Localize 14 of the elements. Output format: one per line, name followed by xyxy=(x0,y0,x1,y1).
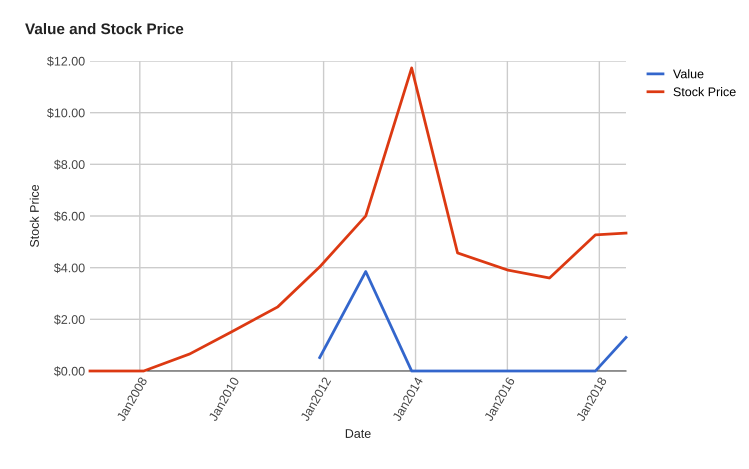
chart-title: Value and Stock Price xyxy=(25,22,184,34)
x-axis-title: Date xyxy=(346,429,371,438)
y-tick-label: $12.00 xyxy=(47,56,85,66)
y-axis-title: Stock Price xyxy=(30,184,39,248)
y-tick-label: $6.00 xyxy=(54,211,85,222)
y-tick-label: $0.00 xyxy=(54,366,85,376)
y-tick-label: $4.00 xyxy=(54,262,85,274)
y-tick-label: $8.00 xyxy=(54,160,85,170)
y-tick-label: $10.00 xyxy=(47,108,85,118)
legend-label: Value xyxy=(673,69,704,78)
y-tick-label: $2.00 xyxy=(54,314,85,325)
line-series xyxy=(88,66,628,372)
legend-label: Stock Price xyxy=(674,87,736,96)
line-series xyxy=(318,270,628,372)
